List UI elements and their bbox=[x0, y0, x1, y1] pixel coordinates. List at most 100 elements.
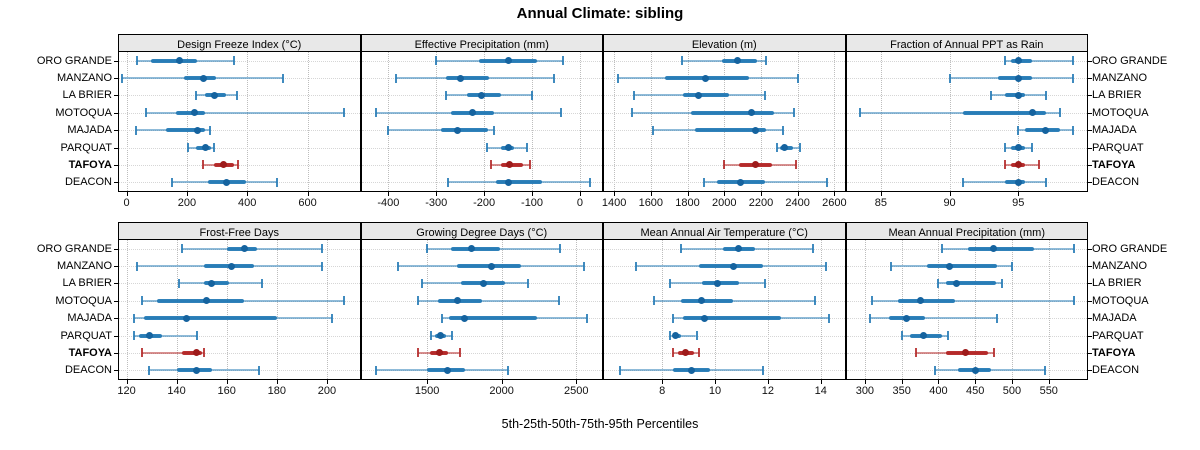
plot-title: Annual Climate: sibling bbox=[516, 5, 684, 22]
median-dot bbox=[479, 279, 487, 287]
axis-tick-label: 140 bbox=[167, 385, 186, 397]
median-dot bbox=[748, 109, 756, 117]
whisker-cap-low bbox=[1003, 143, 1006, 153]
axis-tick bbox=[975, 380, 977, 384]
whisker-range bbox=[670, 334, 697, 337]
site-label-left: PARQUAT bbox=[60, 141, 112, 154]
gridline-vertical bbox=[880, 52, 882, 191]
median-dot bbox=[1042, 126, 1050, 134]
y-axis-tick bbox=[1088, 147, 1092, 149]
panel-frost-free-days: Frost-Free Days 120 140 160 180 200 bbox=[114, 222, 361, 397]
panel-strip: Frost-Free Days bbox=[118, 222, 361, 240]
axis-tick-label: 200 bbox=[177, 197, 197, 209]
median-dot bbox=[781, 144, 789, 152]
axis-tick bbox=[820, 380, 822, 384]
median-dot bbox=[751, 161, 759, 169]
whisker-cap-high bbox=[698, 348, 701, 358]
panel-plot bbox=[118, 51, 361, 192]
whisker-cap-low bbox=[869, 313, 872, 323]
whisker-cap-high bbox=[992, 348, 995, 358]
median-dot bbox=[1014, 144, 1022, 152]
median-dot bbox=[460, 314, 468, 322]
whisker-cap-high bbox=[342, 108, 345, 118]
panel-plot bbox=[603, 51, 846, 192]
whisker-cap-low bbox=[170, 177, 173, 187]
axis-tick-label: 8 bbox=[659, 385, 666, 397]
whisker-range bbox=[1004, 59, 1074, 62]
axis-tick-label: 400 bbox=[238, 197, 257, 209]
percentiles-caption: 5th-25th-50th-75th-95th Percentiles bbox=[501, 417, 699, 431]
gridline-vertical bbox=[938, 240, 940, 379]
gridline-horizontal bbox=[604, 335, 845, 337]
median-dot bbox=[468, 245, 476, 253]
y-axis-tick bbox=[1088, 335, 1092, 337]
axis-tick-label: 2000 bbox=[489, 385, 514, 397]
whisker-cap-high bbox=[1001, 278, 1004, 288]
gridline-horizontal bbox=[361, 335, 602, 337]
panel-mean-annual-air-temperature-c: Mean Annual Air Temperature (°C) 8 10 12 14 bbox=[603, 222, 846, 397]
whisker-cap-high bbox=[451, 331, 454, 341]
axis-tick-label: 120 bbox=[117, 385, 136, 397]
whisker-cap-low bbox=[387, 125, 390, 135]
whisker-cap-high bbox=[585, 313, 588, 323]
whisker-cap-low bbox=[633, 90, 636, 100]
whisker-cap-low bbox=[634, 261, 637, 271]
gridline-horizontal bbox=[846, 164, 1087, 166]
site-label-left: TAFOYA bbox=[68, 158, 112, 171]
gridline-horizontal bbox=[846, 95, 1087, 97]
whisker-cap-low bbox=[653, 296, 656, 306]
whisker-range bbox=[141, 351, 205, 354]
whisker-cap-low bbox=[671, 313, 674, 323]
whisker-cap-low bbox=[671, 348, 674, 358]
site-label-left: ORO GRANDE bbox=[36, 242, 112, 255]
gridline-horizontal bbox=[846, 147, 1087, 149]
gridline-horizontal bbox=[119, 60, 360, 62]
gridline-vertical bbox=[834, 52, 836, 191]
whisker-cap-high bbox=[208, 125, 211, 135]
whisker-cap-high bbox=[1073, 296, 1076, 306]
whisker-cap-high bbox=[1044, 365, 1047, 375]
y-axis-tick bbox=[114, 164, 118, 166]
y-axis-tick bbox=[1088, 95, 1092, 97]
axis-tick-label: 1400 bbox=[601, 197, 627, 209]
axis-tick-label: 2200 bbox=[748, 197, 774, 209]
whisker-cap-high bbox=[826, 177, 829, 187]
panel-strip-title: Mean Annual Precipitation (mm) bbox=[888, 227, 1045, 239]
whisker-cap-low bbox=[900, 331, 903, 341]
panel-strip: Fraction of Annual PPT as Rain bbox=[845, 34, 1088, 52]
whisker-cap-high bbox=[203, 348, 206, 358]
whisker-cap-low bbox=[889, 261, 892, 271]
whisker-cap-low bbox=[178, 278, 181, 288]
median-dot bbox=[702, 74, 710, 82]
whisker-cap-low bbox=[148, 365, 151, 375]
axis-tick-label: -200 bbox=[473, 197, 496, 209]
whisker-cap-high bbox=[1044, 177, 1047, 187]
axis-tick-label: 600 bbox=[298, 197, 317, 209]
axis-tick-label: 10 bbox=[708, 385, 722, 397]
axis-tick bbox=[834, 192, 836, 196]
whisker-cap-high bbox=[1031, 143, 1034, 153]
gridline-vertical bbox=[901, 240, 903, 379]
y-axis-tick bbox=[1088, 318, 1092, 320]
axis-tick bbox=[307, 192, 309, 196]
whisker-cap-high bbox=[794, 160, 797, 170]
whisker-cap-low bbox=[989, 90, 992, 100]
axis-tick-label: 450 bbox=[966, 385, 985, 397]
whisker-cap-low bbox=[1003, 160, 1006, 170]
panel-plot bbox=[360, 51, 603, 192]
whisker-cap-low bbox=[375, 365, 378, 375]
whisker-cap-low bbox=[121, 73, 124, 83]
y-axis-tick bbox=[1088, 60, 1092, 62]
gridline-horizontal bbox=[119, 95, 360, 97]
median-dot bbox=[695, 91, 703, 99]
median-dot bbox=[990, 245, 998, 253]
median-dot bbox=[698, 297, 706, 305]
iqr-box bbox=[450, 246, 501, 251]
axis-tick bbox=[880, 192, 882, 196]
gridline-vertical bbox=[576, 240, 578, 379]
iqr-box bbox=[176, 110, 205, 115]
gridline-horizontal bbox=[846, 130, 1087, 132]
panel-strip-title: Design Freeze Index (°C) bbox=[177, 39, 302, 51]
whisker-cap-low bbox=[136, 56, 139, 66]
site-label-left: MANZANO bbox=[57, 260, 112, 273]
